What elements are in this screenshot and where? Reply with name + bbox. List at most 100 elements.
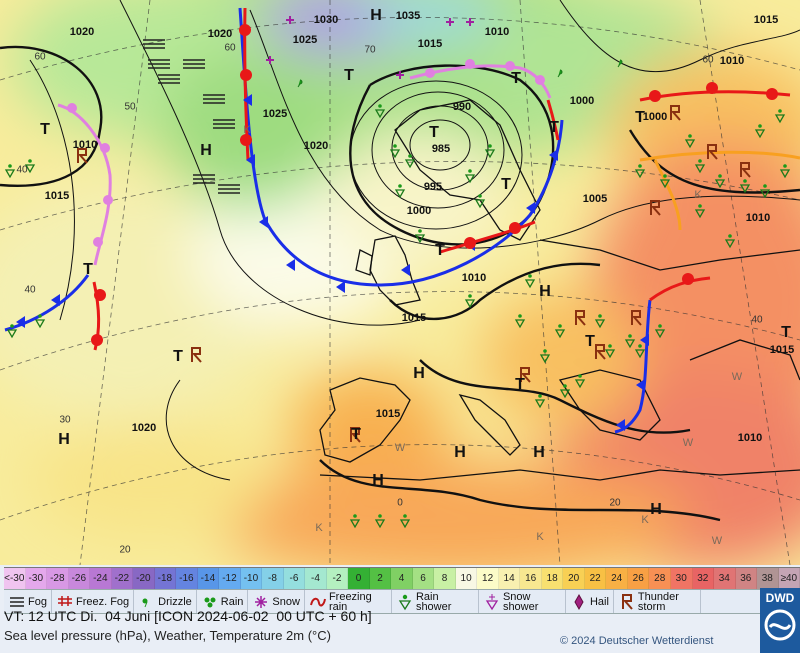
cold-front-symbol: [549, 149, 558, 161]
pressure-label: 1015: [45, 190, 69, 202]
pressure-label: 1010: [746, 212, 770, 224]
rain-dot: [488, 144, 492, 148]
rain-shower-symbol: [389, 149, 401, 159]
scale-cell: ≥40: [778, 568, 800, 589]
occlusion-symbol: [100, 143, 110, 153]
pressure-system: T: [781, 324, 791, 341]
scale-cell: 8: [434, 568, 456, 589]
legend-icon: [142, 598, 148, 607]
scale-cell: 38: [757, 568, 779, 589]
rain-shower-symbol: [464, 174, 476, 184]
occlusion-symbol: [425, 68, 435, 78]
rain-dot: [398, 184, 402, 188]
rain-dot: [10, 324, 14, 328]
pressure-label: 1020: [70, 26, 94, 38]
scale-cell: <-30: [4, 568, 26, 589]
rain-dot: [608, 344, 612, 348]
legend-item: Rain shower: [392, 590, 479, 613]
cold-front-symbol: [336, 281, 345, 293]
snow-symbol: [266, 56, 274, 64]
pressure-label: 1025: [293, 34, 317, 46]
scale-cell: -18: [154, 568, 177, 589]
scale-cell: 36: [735, 568, 758, 589]
rain-shower-symbol: [694, 164, 706, 174]
legend-label: Freezing rain: [328, 590, 372, 613]
pressure-system: T: [549, 119, 559, 136]
drizzle-symbol: [557, 69, 563, 78]
rain-dot: [38, 314, 42, 318]
pressure-system: T: [635, 109, 645, 126]
pressure-system: T: [585, 333, 595, 350]
rain-shower-symbol: [594, 319, 606, 329]
snow-symbol: [466, 18, 474, 26]
pressure-label: 1010: [485, 26, 509, 38]
legend-icon: [398, 594, 412, 610]
pressure-system: T: [511, 70, 521, 87]
pressure-label: 1015: [754, 14, 778, 26]
rain-shower-symbol: [539, 354, 551, 364]
rain-dot: [408, 154, 412, 158]
rain-dot: [538, 394, 542, 398]
warm-front-symbol: [706, 82, 718, 94]
rain-shower-symbol: [754, 129, 766, 139]
rain-dot: [353, 514, 357, 518]
rain-shower-symbol: [724, 239, 736, 249]
pressure-system: T: [429, 124, 439, 141]
occlusion-symbol: [505, 61, 515, 71]
pressure-label: 1035: [396, 10, 420, 22]
scale-cell: -28: [47, 568, 69, 589]
legend-icon: [621, 593, 633, 610]
cold-front-symbol: [616, 419, 625, 431]
legend-item: Snow: [248, 590, 305, 613]
pressure-label: 1015: [418, 38, 442, 50]
grid-label: 40: [751, 315, 763, 326]
grid-label: 60: [34, 52, 46, 63]
scale-cell: 18: [541, 568, 564, 589]
rain-dot: [478, 194, 482, 198]
pressure-label: 990: [453, 101, 471, 113]
cold-front-symbol: [16, 316, 25, 328]
rain-dot: [8, 164, 12, 168]
rain-dot: [758, 124, 762, 128]
scale-cell: -22: [111, 568, 134, 589]
snow-symbol: [396, 71, 404, 79]
cold-front-symbol: [246, 154, 255, 166]
legend-label: Rain: [220, 595, 244, 608]
copyright: © 2024 Deutscher Wetterdienst: [560, 635, 714, 647]
scale-cell: 16: [520, 568, 542, 589]
rain-dot: [743, 179, 747, 183]
rain-shower-symbol: [399, 519, 411, 529]
grid-label: 70: [364, 45, 376, 56]
grid-label: 60: [224, 43, 236, 54]
rain-shower-symbol: [524, 279, 536, 289]
pressure-label: 1010: [73, 139, 97, 151]
pressure-label: 1020: [304, 140, 328, 152]
pressure-label: 1000: [407, 205, 431, 217]
thunderstorm-symbol: [350, 427, 361, 443]
thunderstorm-symbol: [650, 200, 661, 216]
legend: Fog Freez. Fog Drizzle Rain Snow Freezing rai…: [4, 589, 760, 614]
cold-front-symbol: [526, 202, 535, 214]
temperature-field: 1030 1035 1020 1020 1025 1015 1010 1015 1010 1000…: [0, 0, 800, 565]
legend-icon: [57, 595, 72, 606]
drizzle-symbol: [617, 59, 623, 68]
thunderstorm-symbol: [707, 144, 718, 160]
warm-front-symbol: [509, 222, 521, 234]
pressure-system: T: [435, 242, 445, 259]
occlusion-symbol: [93, 237, 103, 247]
drizzle-symbol: [297, 79, 303, 88]
scale-cell: 10: [455, 568, 478, 589]
rain-dot: [718, 174, 722, 178]
warm-front-symbol: [240, 134, 252, 146]
rain-shower-symbol: [474, 199, 486, 209]
scale-cell: 22: [584, 568, 607, 589]
region-mark: K: [694, 189, 702, 201]
pressure-label: 1020: [132, 422, 156, 434]
graticule: [0, 0, 800, 565]
thunderstorm-symbol: [191, 347, 202, 363]
scale-cell: 6: [412, 568, 435, 589]
map-labels: 1030 1035 1020 1020 1025 1015 1010 1015 1010 1000…: [16, 7, 794, 555]
region-mark: K: [243, 124, 251, 136]
warm-front-symbol: [239, 24, 251, 36]
